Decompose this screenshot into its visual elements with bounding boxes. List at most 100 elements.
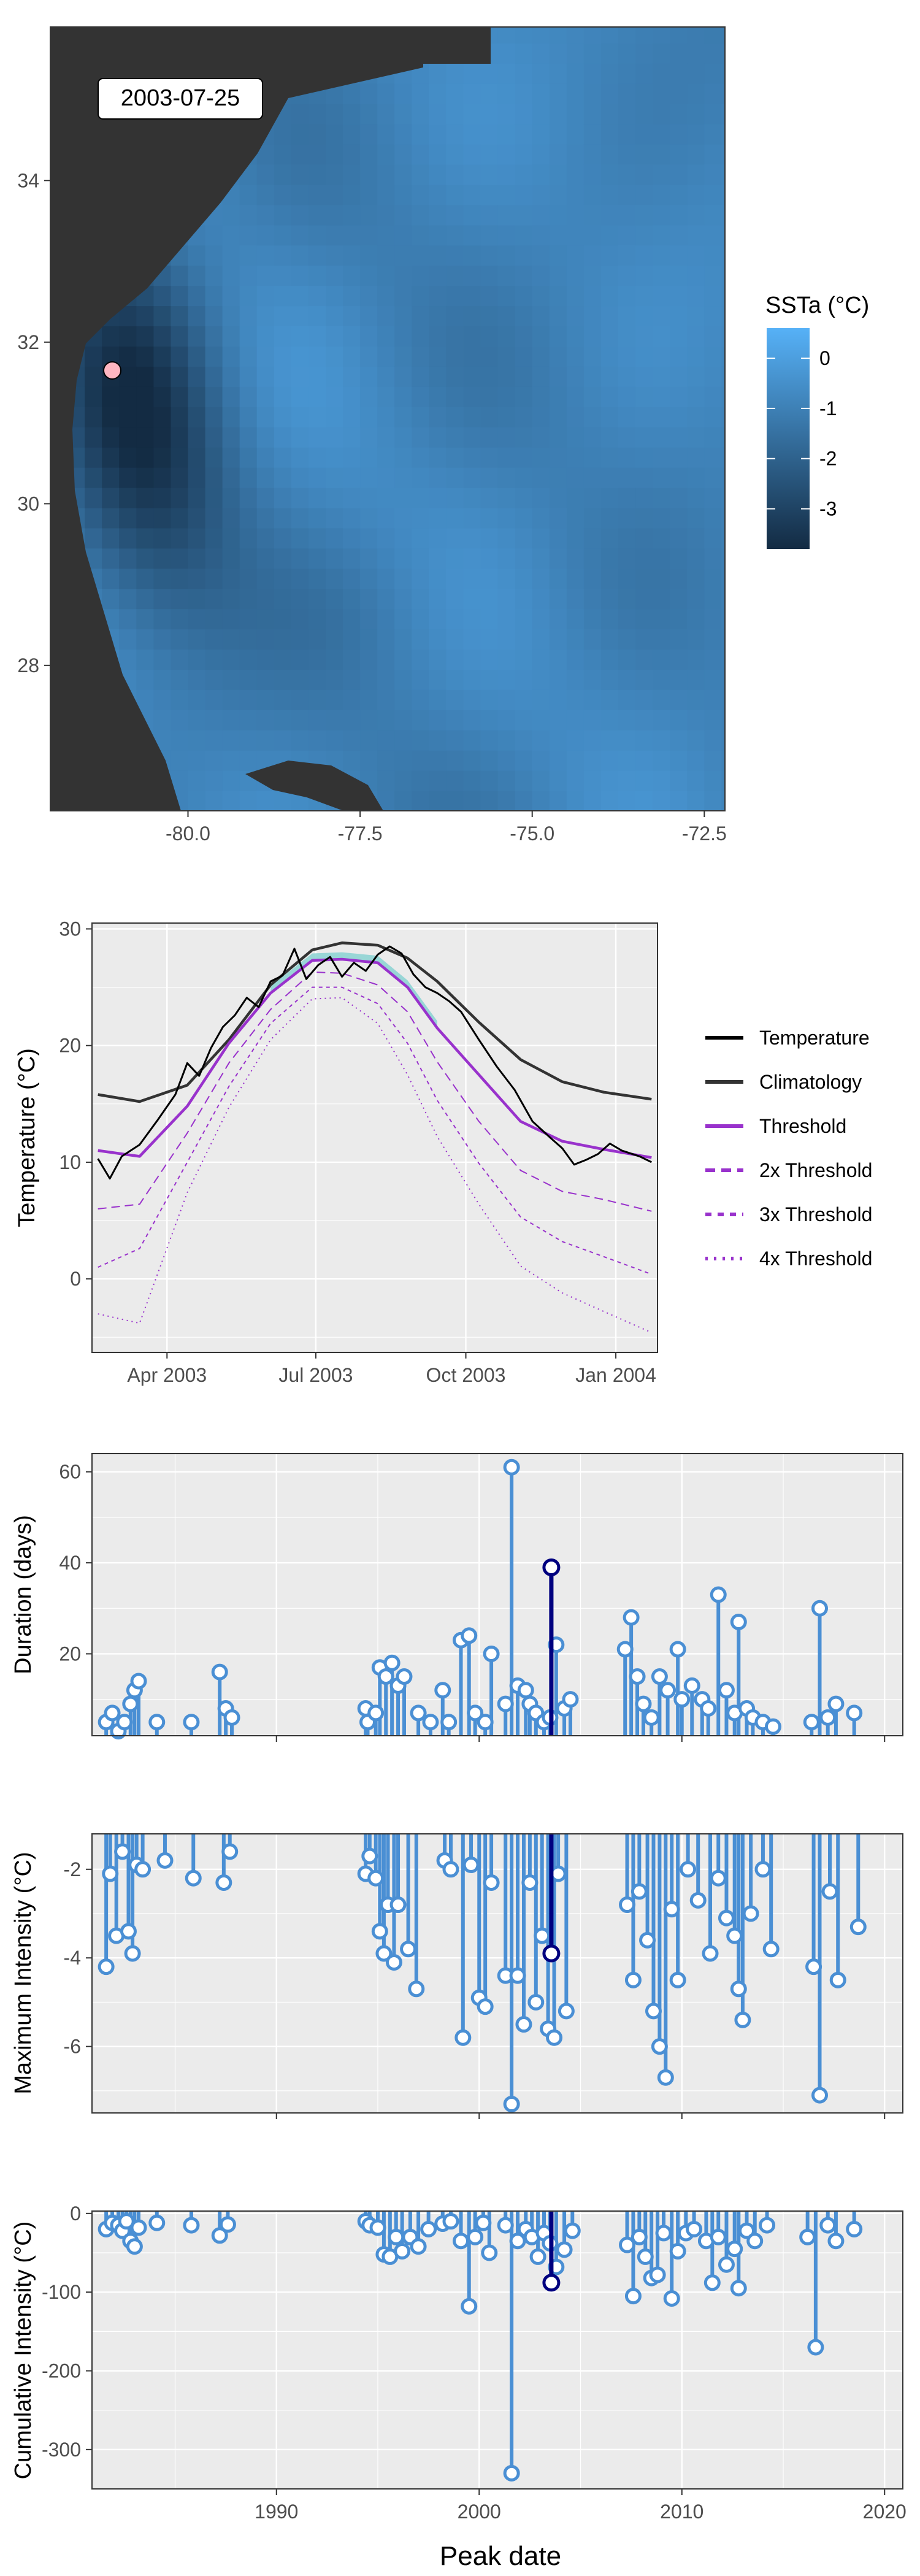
ssta-cell [463,184,481,205]
ssta-cell [653,245,670,266]
ssta-cell [222,730,240,751]
event-point [624,1971,642,1988]
ssta-cell [256,791,275,811]
event-point [122,1695,139,1712]
ssta-cell [704,366,722,387]
ssta-cell [635,265,653,286]
ssta-cell [429,507,447,529]
ssta-cell [618,386,636,407]
ssta-cell [326,427,343,448]
ssta-cell [549,386,567,407]
ssta-cell [566,507,585,529]
ssta-cell [497,27,516,44]
ssta-cell [601,184,619,205]
ssta-cell [549,265,567,286]
ssta-cell [566,730,585,751]
map-x-tick-label: -75.0 [510,822,554,845]
ssta-cell [497,124,516,145]
ssta-cell [188,791,206,811]
ssta-cell [119,608,137,630]
ssta-cell [721,124,725,145]
ssta-cell [601,568,619,589]
event-point [509,2233,526,2250]
ts-x-tick-label: Oct 2003 [426,1364,506,1386]
event-point [367,1869,385,1887]
ssta-cell [704,83,722,104]
event-point [442,2213,459,2230]
ssta-cell [446,791,464,811]
ssta-cell [239,608,258,630]
ssta-cell [532,488,550,508]
ssta-cell [343,265,361,286]
ssta-cell [308,730,326,751]
ssta-cell [583,305,602,326]
ssta-cell [102,467,120,488]
ssta-cell [601,326,619,347]
ssta-cell [291,407,309,427]
ssta-cell [601,588,619,610]
event-point [811,2087,828,2104]
ssta-cell [618,649,636,670]
ssta-cell [377,427,395,448]
ssta-cell [515,366,533,387]
ssta-cell [497,326,516,347]
ssta-cell [618,548,636,569]
ssta-cell [566,407,585,427]
ssta-cell [119,427,137,448]
ssta-cell [153,326,172,347]
ssta-cell [394,224,412,246]
ssta-cell [446,326,464,347]
ssta-cell [239,204,258,226]
ssta-cell [618,629,636,650]
ssta-cell [515,386,533,407]
ssta-cell [360,710,378,730]
ssta-cell [188,588,206,610]
ssta-cell [583,326,602,347]
ssta-cell [429,407,447,427]
ssta-legend: SSTa (°C) 0 -1 -2 -3 [765,293,869,549]
ssta-cell [601,43,619,64]
ssta-cell [377,770,395,791]
ssta-cell [102,326,120,347]
ssta-cell [412,770,429,791]
ssta-cell [429,568,447,589]
ssta-cell [653,63,670,84]
ssta-cell [566,488,585,508]
event-point [389,1896,407,1914]
ssta-cell [566,467,585,488]
ssta-cell [515,548,533,569]
ssta-cell [274,224,292,246]
ssta-cell [635,104,653,125]
ssta-cell [635,144,653,165]
ssta-cell [497,184,516,205]
ssta-cell [205,588,223,610]
ssta-cell [515,204,533,226]
ssta-cell [394,305,412,326]
ssta-cell [670,588,688,610]
ssta-cell [446,750,464,771]
ssta-cell [205,305,223,326]
ssta-cell [429,124,447,145]
ssta-cell [412,750,429,771]
ssta-cell [635,285,653,307]
ssta-cell [326,689,343,710]
ssta-cell [274,507,292,529]
ssta-cell [653,710,670,730]
ssta-cell [497,63,516,84]
ssta-cell [394,608,412,630]
ssta-cell [429,669,447,690]
ssta-cell [670,43,688,64]
highlight-point [542,1944,561,1963]
ssta-cell [429,588,447,610]
event-point [680,1861,697,1878]
ssta-cell [532,588,550,610]
ssta-cell [635,346,653,367]
ssta-cell [532,710,550,730]
ssta-cell [343,305,361,326]
event-point [453,2233,470,2250]
legend-tick-label: -3 [819,498,837,520]
ssta-cell [687,184,705,205]
ssta-cell [326,488,343,508]
ssta-cell [222,689,240,710]
ssta-cell [394,285,412,307]
